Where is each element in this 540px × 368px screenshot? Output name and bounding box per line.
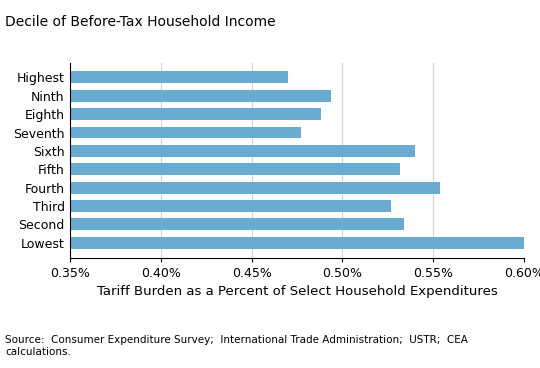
Bar (0, 200, 392, 212)
X-axis label: Tariff Burden as a Percent of Select Household Expenditures: Tariff Burden as a Percent of Select Hou… (97, 285, 497, 298)
Bar (0, 71, 288, 84)
Bar (0, 182, 440, 194)
Bar (0, 219, 404, 230)
Text: Decile of Before-Tax Household Income: Decile of Before-Tax Household Income (5, 15, 276, 29)
Bar (0, 127, 301, 138)
Bar (0, 163, 401, 175)
Bar (0, 145, 415, 157)
Bar (0, 237, 525, 249)
Bar (0, 90, 332, 102)
Bar (0, 108, 321, 120)
Text: Source:  Consumer Expenditure Survey;  International Trade Administration;  USTR: Source: Consumer Expenditure Survey; Int… (5, 335, 468, 357)
